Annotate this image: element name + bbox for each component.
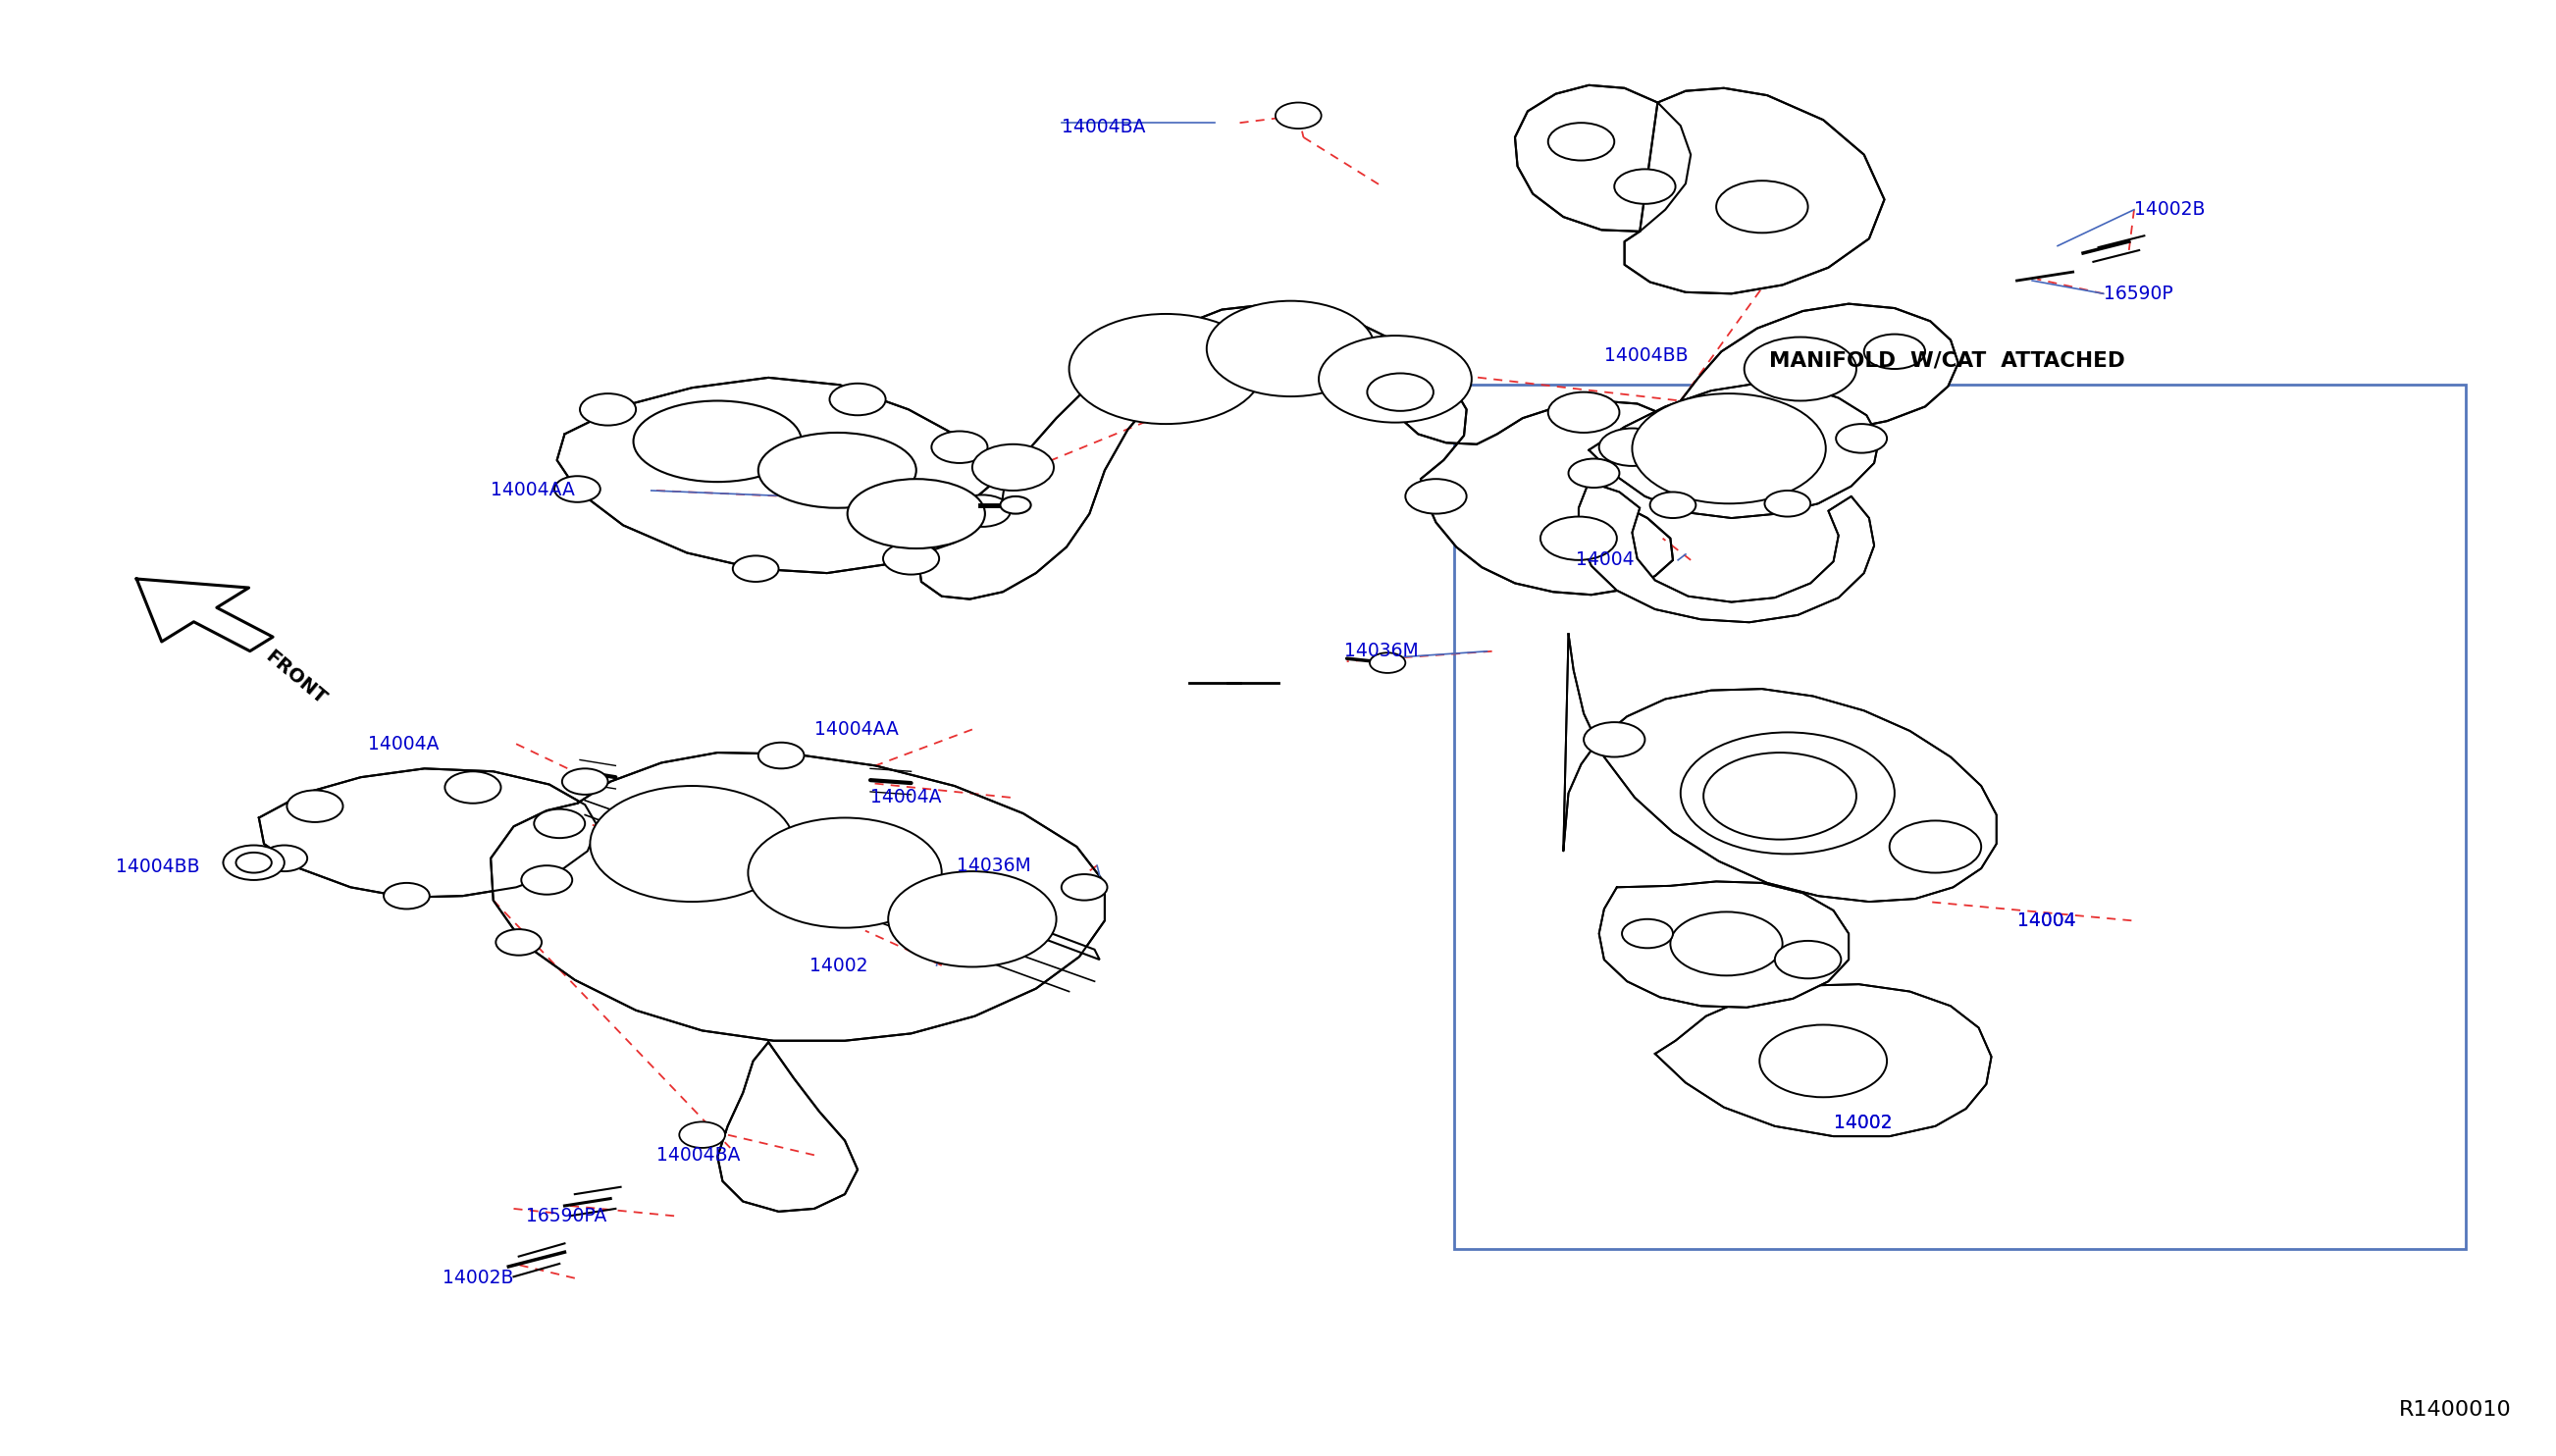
Text: 14036M: 14036M bbox=[1344, 642, 1419, 661]
Circle shape bbox=[1367, 373, 1434, 411]
Circle shape bbox=[1319, 336, 1472, 422]
Text: 14004A: 14004A bbox=[872, 788, 941, 807]
Circle shape bbox=[887, 871, 1056, 967]
Circle shape bbox=[562, 769, 608, 795]
Circle shape bbox=[1206, 301, 1375, 396]
Circle shape bbox=[286, 791, 343, 823]
Text: 14004: 14004 bbox=[1577, 550, 1636, 569]
Polygon shape bbox=[1590, 383, 1879, 518]
Circle shape bbox=[235, 853, 271, 872]
Text: 14002B: 14002B bbox=[442, 1268, 514, 1287]
Circle shape bbox=[749, 818, 941, 927]
Circle shape bbox=[1275, 102, 1321, 128]
Text: 14004AA: 14004AA bbox=[815, 721, 900, 738]
Text: 14004BA: 14004BA bbox=[1061, 118, 1145, 137]
Circle shape bbox=[1406, 479, 1467, 514]
Text: 14002: 14002 bbox=[1833, 1114, 1891, 1133]
Circle shape bbox=[1633, 393, 1825, 504]
Circle shape bbox=[1863, 335, 1925, 368]
Circle shape bbox=[383, 882, 429, 909]
Text: 14004A: 14004A bbox=[368, 735, 440, 753]
Text: 14004BB: 14004BB bbox=[115, 858, 199, 877]
Circle shape bbox=[680, 1121, 726, 1147]
Polygon shape bbox=[782, 833, 1099, 960]
Text: FRONT: FRONT bbox=[261, 646, 330, 708]
Circle shape bbox=[759, 743, 805, 769]
Polygon shape bbox=[1600, 881, 1848, 1008]
Circle shape bbox=[445, 772, 501, 804]
Circle shape bbox=[1569, 459, 1621, 488]
Polygon shape bbox=[1516, 84, 1690, 232]
Circle shape bbox=[1370, 652, 1406, 673]
Text: 14004BA: 14004BA bbox=[657, 1146, 741, 1165]
Text: 14004AA: 14004AA bbox=[491, 482, 575, 499]
Polygon shape bbox=[1679, 304, 1958, 432]
Circle shape bbox=[882, 543, 938, 575]
Circle shape bbox=[222, 846, 284, 879]
Circle shape bbox=[1702, 753, 1856, 840]
Text: 16590P: 16590P bbox=[2104, 284, 2173, 303]
Text: 14002: 14002 bbox=[1833, 1114, 1891, 1133]
Circle shape bbox=[1549, 392, 1621, 432]
Circle shape bbox=[1743, 338, 1856, 400]
Circle shape bbox=[1541, 517, 1618, 561]
Circle shape bbox=[953, 495, 1010, 527]
Circle shape bbox=[999, 496, 1030, 514]
Polygon shape bbox=[258, 769, 598, 897]
Circle shape bbox=[1730, 397, 1782, 427]
Text: 14004BB: 14004BB bbox=[1605, 347, 1687, 365]
Circle shape bbox=[971, 444, 1053, 491]
Text: 14036M: 14036M bbox=[956, 856, 1030, 875]
Circle shape bbox=[1759, 1025, 1886, 1098]
Text: MANIFOLD  W/CAT  ATTACHED: MANIFOLD W/CAT ATTACHED bbox=[1769, 351, 2124, 370]
Polygon shape bbox=[1564, 633, 1996, 901]
Polygon shape bbox=[1580, 482, 1874, 622]
Ellipse shape bbox=[634, 400, 803, 482]
Circle shape bbox=[1764, 491, 1810, 517]
Text: R1400010: R1400010 bbox=[2398, 1401, 2510, 1420]
Circle shape bbox=[261, 846, 307, 871]
Polygon shape bbox=[1656, 984, 1991, 1136]
Circle shape bbox=[1651, 492, 1695, 518]
Circle shape bbox=[1679, 732, 1894, 855]
Circle shape bbox=[1672, 911, 1782, 976]
FancyBboxPatch shape bbox=[1454, 384, 2467, 1249]
Circle shape bbox=[534, 810, 585, 839]
Circle shape bbox=[1068, 314, 1263, 424]
Text: 14004: 14004 bbox=[2017, 911, 2075, 930]
Polygon shape bbox=[491, 753, 1104, 1041]
Circle shape bbox=[831, 383, 884, 415]
Circle shape bbox=[1585, 722, 1646, 757]
Circle shape bbox=[1623, 919, 1674, 948]
Polygon shape bbox=[718, 1042, 859, 1211]
Circle shape bbox=[496, 929, 542, 955]
Circle shape bbox=[521, 865, 573, 894]
Circle shape bbox=[580, 393, 636, 425]
Ellipse shape bbox=[849, 479, 984, 549]
Circle shape bbox=[930, 431, 987, 463]
Polygon shape bbox=[557, 377, 1005, 574]
Circle shape bbox=[1889, 821, 1981, 872]
Circle shape bbox=[1061, 874, 1107, 900]
Polygon shape bbox=[1626, 87, 1884, 294]
Circle shape bbox=[1715, 181, 1807, 233]
Ellipse shape bbox=[759, 432, 915, 508]
Text: 14004: 14004 bbox=[2017, 911, 2075, 930]
Text: 14002B: 14002B bbox=[2134, 201, 2206, 218]
Polygon shape bbox=[918, 304, 1674, 598]
Circle shape bbox=[1835, 424, 1886, 453]
Circle shape bbox=[734, 556, 780, 582]
Circle shape bbox=[1774, 941, 1840, 978]
Text: 14002: 14002 bbox=[810, 957, 866, 974]
Text: 16590PA: 16590PA bbox=[527, 1207, 608, 1226]
Circle shape bbox=[555, 476, 601, 502]
Circle shape bbox=[1549, 122, 1615, 160]
Circle shape bbox=[1615, 169, 1677, 204]
Circle shape bbox=[590, 786, 795, 901]
Circle shape bbox=[1600, 428, 1667, 466]
